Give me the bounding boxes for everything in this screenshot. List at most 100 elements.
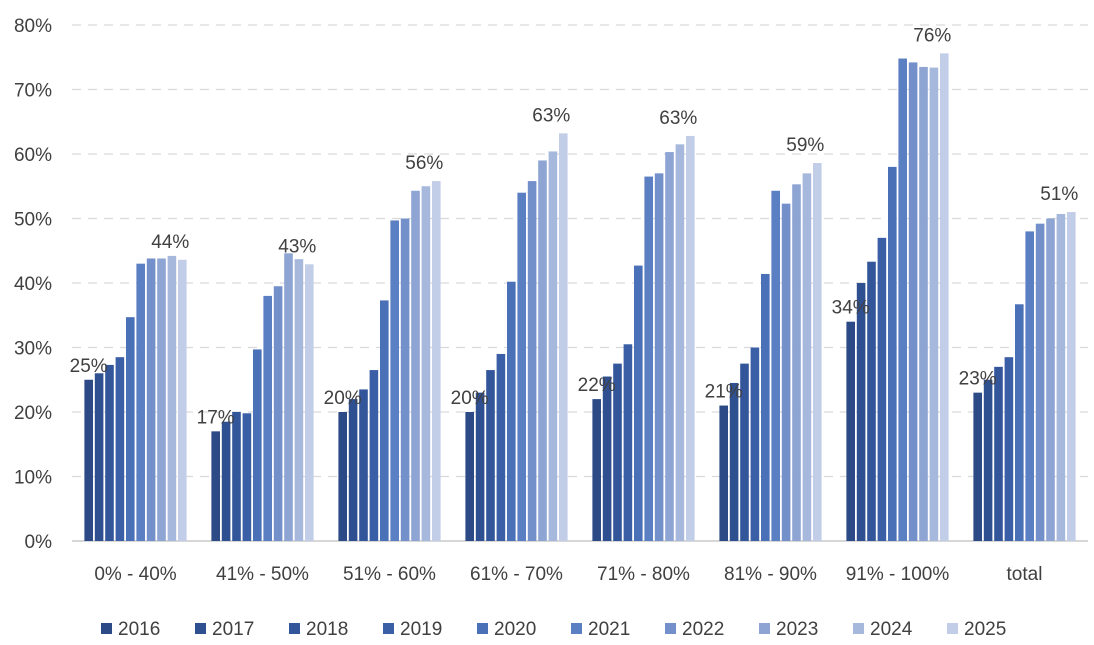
bar (294, 259, 304, 541)
legend-swatch (947, 623, 958, 634)
bar (105, 364, 114, 541)
bar (908, 62, 918, 541)
bar (1025, 231, 1034, 541)
x-tick-label: 51% - 60% (343, 564, 436, 585)
bar (802, 173, 812, 541)
bar (527, 181, 537, 541)
bar (432, 181, 441, 541)
bar (644, 176, 653, 541)
bar (348, 399, 358, 541)
y-tick-label: 40% (14, 274, 52, 295)
y-tick-label: 10% (14, 468, 52, 489)
data-label-last: 43% (278, 236, 316, 257)
bar (1035, 223, 1045, 541)
bar (232, 412, 241, 541)
bar (475, 392, 485, 541)
data-label-first: 20% (451, 388, 489, 409)
legend-label: 2020 (494, 619, 536, 640)
bar (888, 166, 897, 541)
bar (813, 163, 822, 541)
bar (994, 366, 1003, 541)
bar (973, 392, 982, 541)
bar (548, 151, 558, 542)
data-label-last: 59% (786, 135, 824, 156)
data-label-last: 51% (1040, 184, 1078, 205)
legend-swatch (571, 623, 582, 634)
bar (538, 160, 547, 541)
bar (359, 389, 368, 541)
bar (623, 344, 633, 541)
legend-label: 2022 (682, 619, 724, 640)
bar (115, 357, 125, 541)
bar (1056, 213, 1066, 542)
bar (602, 376, 612, 541)
bar (592, 399, 601, 541)
legend-swatch (289, 623, 300, 634)
bar (84, 379, 93, 541)
legend-label: 2016 (118, 619, 160, 640)
y-tick-label: 70% (14, 81, 52, 102)
bar (167, 255, 177, 541)
bar (211, 431, 220, 541)
data-label-first: 20% (324, 388, 362, 409)
data-label-last: 76% (913, 25, 951, 46)
bar (496, 353, 506, 541)
bar (1004, 357, 1014, 541)
y-tick-label: 60% (14, 145, 52, 166)
bar (411, 190, 420, 541)
legend-label: 2021 (588, 619, 630, 640)
bar (613, 363, 622, 541)
bar (380, 300, 389, 541)
bar (761, 273, 770, 541)
bar (284, 253, 293, 541)
bar (221, 421, 231, 541)
y-tick-label: 30% (14, 339, 52, 360)
bar (729, 382, 739, 541)
bar (390, 220, 399, 541)
bar (940, 53, 949, 541)
bar (126, 317, 135, 541)
bar (740, 363, 749, 541)
bar (486, 370, 495, 541)
legend-swatch (853, 623, 864, 634)
bar (178, 259, 187, 541)
x-axis-ticks: 0% - 40% 41% - 50% 51% - 60% 61% - 70% 71% -… (94, 564, 1042, 585)
bar (1046, 218, 1055, 541)
x-tick-label: 0% - 40% (94, 564, 176, 585)
data-label-first: 17% (197, 407, 235, 428)
bar (242, 413, 252, 541)
bar (1067, 212, 1076, 542)
legend-label: 2025 (964, 619, 1006, 640)
bar (654, 173, 664, 541)
bar (675, 144, 685, 541)
bar (369, 370, 379, 541)
bar (719, 405, 728, 541)
bar (983, 379, 993, 541)
bar (750, 347, 760, 541)
legend-swatch (477, 623, 488, 634)
legend-swatch (383, 623, 394, 634)
bar (421, 186, 431, 541)
x-tick-label: 61% - 70% (470, 564, 563, 585)
data-label-last: 63% (659, 108, 697, 129)
legend-swatch (195, 623, 206, 634)
bar (273, 286, 283, 541)
bar (559, 133, 568, 542)
legend-swatch (665, 623, 676, 634)
legend-label: 2024 (870, 619, 913, 640)
legend: 2016 2017 2018 2019 2020 2021 2022 2023 2024 2025 (101, 619, 1006, 640)
x-tick-label: total (1007, 564, 1043, 585)
bar (686, 135, 695, 541)
bar (792, 184, 801, 541)
y-tick-label: 0% (25, 532, 53, 553)
bar (856, 283, 866, 541)
data-label-first: 25% (70, 356, 108, 377)
data-label-first: 34% (832, 298, 870, 319)
legend-swatch (759, 623, 770, 634)
gridlines (72, 24, 1088, 542)
bar (898, 58, 907, 541)
bar (253, 349, 262, 541)
bar (919, 66, 928, 542)
bar (263, 295, 272, 541)
